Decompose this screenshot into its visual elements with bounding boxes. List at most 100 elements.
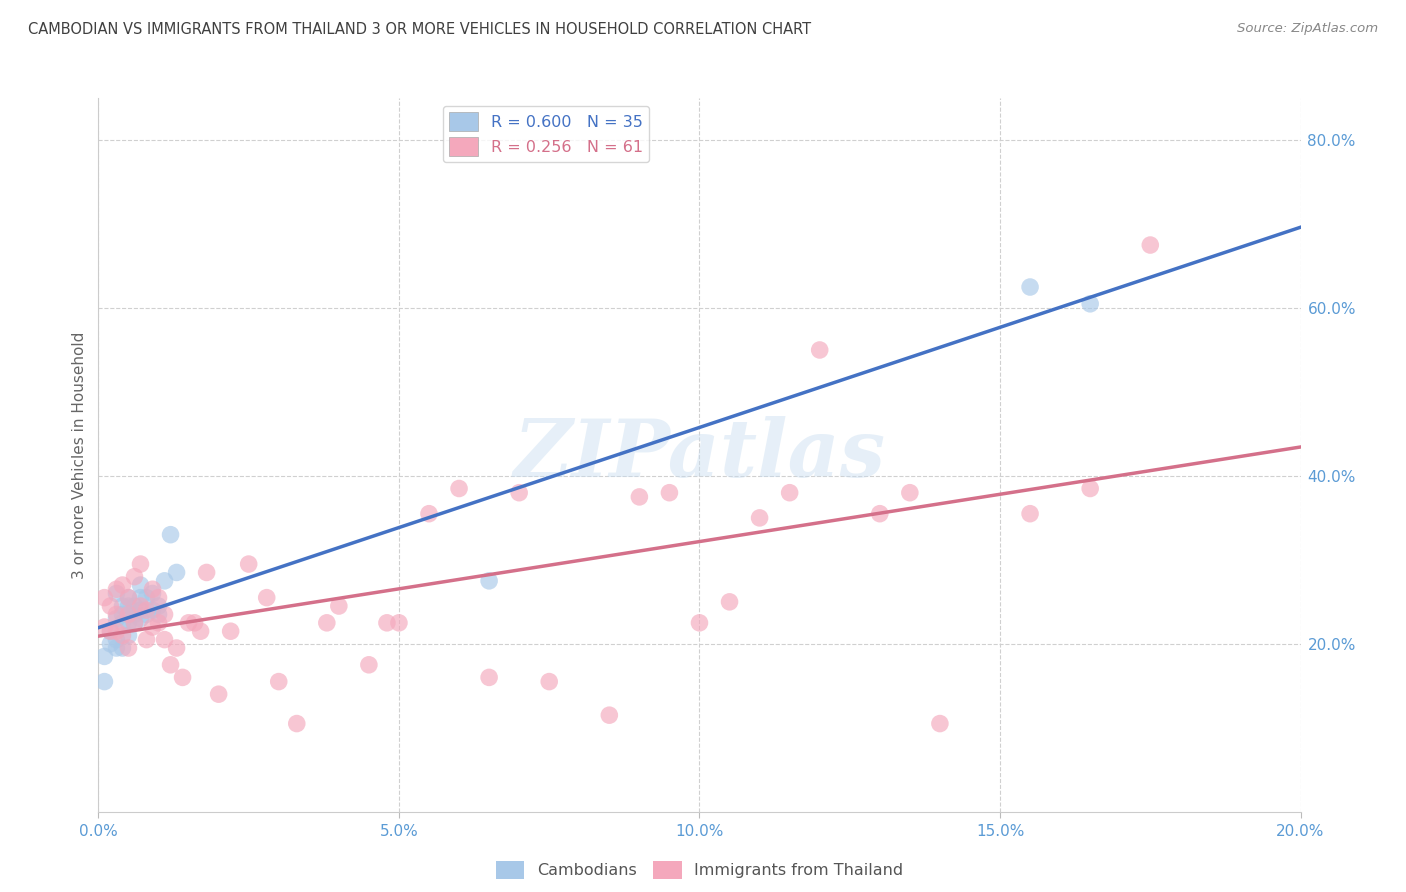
Point	[689, 615, 711, 630]
Point	[1078, 297, 1101, 311]
Point	[153, 632, 176, 647]
Point	[117, 599, 139, 613]
Point	[129, 557, 152, 571]
Point	[105, 582, 128, 597]
Point	[100, 624, 122, 639]
Point	[447, 482, 470, 496]
Point	[388, 615, 411, 630]
Point	[177, 615, 200, 630]
Point	[117, 615, 139, 630]
Point	[148, 599, 170, 613]
Legend: Cambodians, Immigrants from Thailand: Cambodians, Immigrants from Thailand	[489, 855, 910, 886]
Point	[238, 557, 260, 571]
Point	[124, 607, 146, 622]
Point	[105, 607, 128, 622]
Point	[357, 657, 380, 672]
Point	[135, 603, 157, 617]
Point	[129, 612, 152, 626]
Point	[111, 615, 134, 630]
Point	[779, 485, 801, 500]
Point	[1019, 280, 1042, 294]
Point	[93, 620, 115, 634]
Point	[208, 687, 231, 701]
Point	[375, 615, 398, 630]
Point	[748, 511, 770, 525]
Point	[117, 591, 139, 605]
Point	[141, 586, 163, 600]
Point	[105, 612, 128, 626]
Point	[117, 591, 139, 605]
Point	[418, 507, 440, 521]
Point	[117, 628, 139, 642]
Point	[117, 640, 139, 655]
Point	[159, 657, 181, 672]
Point	[135, 607, 157, 622]
Point	[135, 591, 157, 605]
Point	[195, 566, 218, 580]
Point	[141, 620, 163, 634]
Point	[93, 649, 115, 664]
Point	[124, 615, 146, 630]
Point	[478, 574, 501, 588]
Text: ZIPatlas: ZIPatlas	[513, 417, 886, 493]
Point	[159, 527, 181, 541]
Point	[129, 603, 152, 617]
Point	[153, 574, 176, 588]
Point	[328, 599, 350, 613]
Point	[628, 490, 651, 504]
Point	[129, 578, 152, 592]
Point	[105, 624, 128, 639]
Point	[172, 670, 194, 684]
Point	[93, 674, 115, 689]
Point	[898, 485, 921, 500]
Text: Source: ZipAtlas.com: Source: ZipAtlas.com	[1237, 22, 1378, 36]
Y-axis label: 3 or more Vehicles in Household: 3 or more Vehicles in Household	[72, 331, 87, 579]
Point	[183, 615, 205, 630]
Point	[105, 640, 128, 655]
Point	[141, 582, 163, 597]
Point	[1139, 238, 1161, 252]
Point	[111, 578, 134, 592]
Point	[929, 716, 952, 731]
Point	[315, 615, 337, 630]
Point	[478, 670, 501, 684]
Point	[100, 637, 122, 651]
Point	[658, 485, 681, 500]
Point	[117, 607, 139, 622]
Point	[148, 591, 170, 605]
Point	[124, 599, 146, 613]
Point	[100, 599, 122, 613]
Point	[718, 595, 741, 609]
Point	[166, 640, 188, 655]
Point	[111, 599, 134, 613]
Point	[1078, 482, 1101, 496]
Point	[1019, 507, 1042, 521]
Text: CAMBODIAN VS IMMIGRANTS FROM THAILAND 3 OR MORE VEHICLES IN HOUSEHOLD CORRELATIO: CAMBODIAN VS IMMIGRANTS FROM THAILAND 3 …	[28, 22, 811, 37]
Point	[256, 591, 278, 605]
Point	[129, 599, 152, 613]
Point	[148, 615, 170, 630]
Point	[538, 674, 561, 689]
Point	[105, 586, 128, 600]
Point	[190, 624, 212, 639]
Point	[219, 624, 242, 639]
Point	[267, 674, 290, 689]
Point	[111, 628, 134, 642]
Point	[869, 507, 891, 521]
Point	[135, 632, 157, 647]
Point	[148, 607, 170, 622]
Point	[166, 566, 188, 580]
Point	[153, 607, 176, 622]
Point	[285, 716, 308, 731]
Point	[93, 591, 115, 605]
Point	[808, 343, 831, 357]
Point	[100, 624, 122, 639]
Point	[124, 615, 146, 630]
Point	[124, 569, 146, 583]
Point	[129, 591, 152, 605]
Point	[105, 632, 128, 647]
Point	[111, 640, 134, 655]
Point	[141, 603, 163, 617]
Point	[598, 708, 620, 723]
Point	[508, 485, 530, 500]
